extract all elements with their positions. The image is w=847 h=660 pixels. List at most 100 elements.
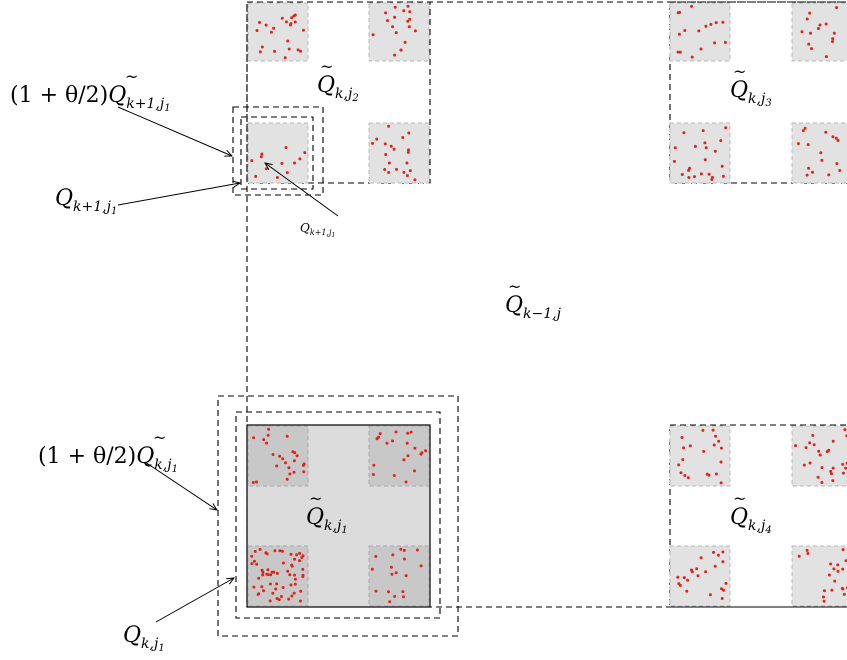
sample-point	[682, 446, 686, 450]
sample-point	[277, 598, 281, 602]
sample-point	[405, 441, 409, 445]
sample-point	[820, 158, 824, 162]
arrow-plain-k1-j1	[117, 183, 240, 206]
sample-point	[677, 463, 681, 467]
sample-point	[260, 152, 264, 156]
sample-point	[287, 466, 291, 470]
sample-point	[409, 430, 413, 434]
sample-point	[302, 28, 305, 32]
sample-point	[295, 454, 299, 458]
sample-point	[387, 590, 390, 594]
sample-point	[841, 471, 845, 475]
sample-point	[827, 573, 831, 577]
sample-point	[270, 570, 274, 574]
sample-point	[272, 26, 276, 30]
sample-point	[836, 563, 840, 567]
sample-point	[269, 30, 273, 34]
sample-point	[299, 599, 302, 603]
sample-point	[840, 586, 844, 590]
sample-point	[265, 441, 268, 445]
sample-point	[287, 47, 291, 51]
sample-point	[722, 588, 726, 592]
sample-point	[385, 441, 389, 445]
sample-point	[383, 168, 387, 171]
sample-point	[690, 4, 694, 8]
sample-point	[831, 40, 834, 43]
sample-point	[255, 29, 259, 32]
sample-point	[399, 547, 403, 551]
sample-point	[682, 576, 686, 580]
sample-point	[672, 159, 676, 163]
sample-point	[384, 11, 388, 15]
sample-point	[255, 562, 259, 566]
sample-point	[832, 31, 836, 35]
sample-point	[392, 147, 396, 151]
sample-point	[831, 135, 835, 139]
sample-point	[301, 575, 305, 579]
sample-point	[836, 569, 840, 573]
sample-point	[831, 466, 835, 470]
label-q-k-j1: Qk,j1	[306, 505, 348, 536]
sample-point	[293, 577, 297, 581]
sample-point	[699, 172, 703, 176]
sample-point	[408, 169, 412, 173]
sample-point	[290, 594, 294, 598]
sample-point	[285, 171, 289, 175]
sample-point	[402, 595, 405, 599]
sample-point	[719, 460, 723, 464]
sample-point	[703, 158, 707, 162]
sample-point	[286, 569, 290, 573]
sample-point	[720, 164, 724, 168]
sample-point	[805, 173, 809, 177]
sample-point	[805, 548, 809, 552]
sample-point	[831, 479, 835, 483]
sample-point	[419, 564, 423, 568]
sample-point	[678, 10, 682, 14]
cube-k1-j1-inner-boundary	[240, 116, 314, 190]
sample-point	[406, 454, 410, 458]
sample-point	[264, 551, 268, 555]
sample-point	[683, 29, 687, 32]
sample-point	[402, 458, 406, 462]
sample-point	[794, 444, 797, 448]
sample-point	[250, 562, 254, 566]
sample-point	[371, 33, 375, 37]
sample-point	[710, 175, 714, 179]
sample-point	[720, 597, 724, 600]
sample-point	[371, 141, 374, 145]
sample-point	[298, 551, 302, 555]
sample-point	[406, 431, 410, 435]
sample-point	[290, 16, 294, 20]
sample-point	[407, 148, 410, 152]
sample-point	[812, 443, 816, 447]
sample-point	[686, 476, 690, 480]
sample-point	[254, 174, 258, 178]
sample-point	[289, 583, 293, 587]
cube-k-j1-enlarged-boundary	[217, 395, 459, 637]
sample-point	[260, 45, 264, 49]
sample-points	[250, 4, 847, 604]
sample-point	[686, 578, 690, 582]
sample-point	[704, 24, 708, 28]
sample-point	[841, 548, 845, 552]
sample-point	[391, 553, 395, 557]
sample-point	[690, 570, 694, 574]
sample-point	[833, 579, 837, 583]
sample-point	[721, 560, 725, 564]
sample-point	[677, 582, 681, 586]
label-q-k-j4: Qk,j4	[730, 505, 772, 536]
subcube-j1-highlight	[247, 122, 309, 184]
sample-point	[284, 20, 288, 24]
sample-point	[682, 131, 686, 135]
sample-point	[266, 433, 270, 437]
sample-point	[681, 458, 685, 462]
sample-point	[420, 451, 424, 455]
sample-point	[281, 457, 285, 461]
sample-point	[413, 178, 417, 182]
sample-point	[699, 47, 703, 51]
sample-point	[690, 55, 694, 59]
sample-point	[702, 449, 706, 453]
sample-point	[259, 155, 263, 159]
sample-point	[680, 436, 684, 439]
sample-point	[393, 594, 397, 598]
